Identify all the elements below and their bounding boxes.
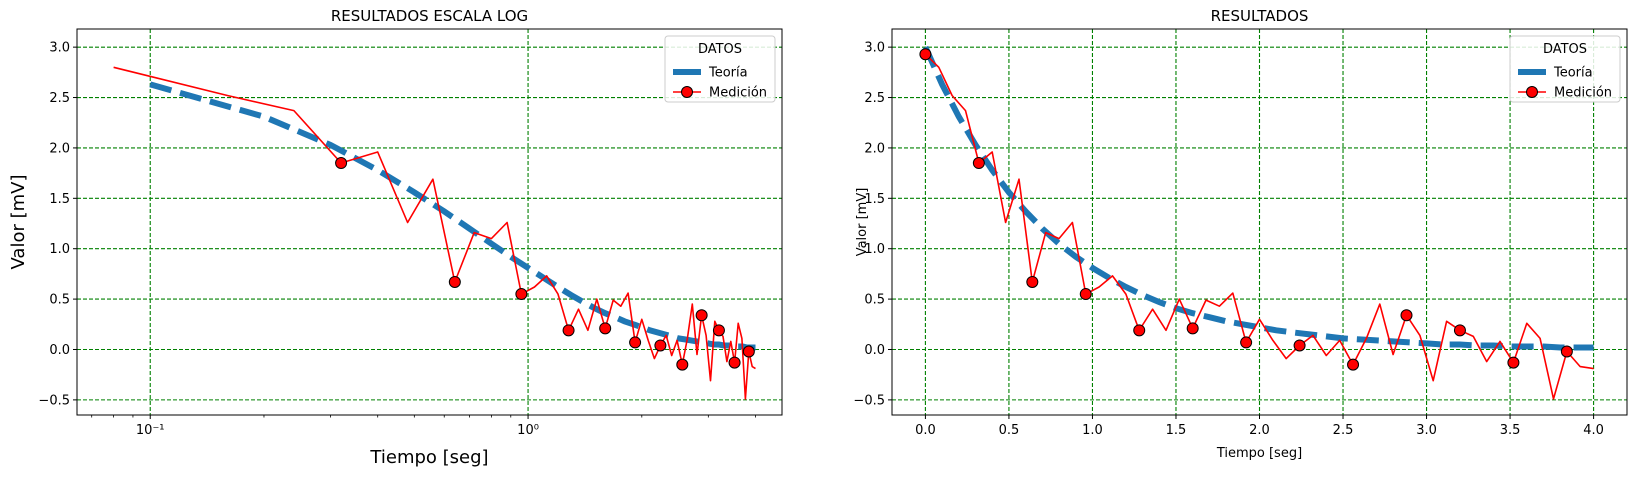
y-tick-label: 0.5 [49,293,70,308]
x-tick-label: 2.5 [1333,423,1354,438]
x-tick-label: 4.0 [1583,423,1604,438]
measurement-point [1507,356,1520,369]
x-axis-label: Tiempo [seg] [1216,446,1302,461]
x-tick-label: 3.5 [1500,423,1521,438]
series-measurement-line [924,53,1594,400]
y-tick-label: −0.5 [38,393,70,408]
measurement-point [1560,345,1573,358]
y-tick-label: 2.5 [49,91,70,106]
measurement-point [1347,358,1360,371]
series-theory-line [922,45,1594,351]
x-tick-label: 10⁻¹ [136,423,165,438]
legend-box [664,35,776,103]
chart-title: RESULTADOS ESCALA LOG [331,7,528,25]
legend-title: DATOS [698,42,742,57]
chart-linear-scale: −0.5 0.0 0.5 1.0 1.5 2.0 2.5 3.0 0.0 0.5 1.0 1.5 2.0… [853,7,1628,461]
y-tick-label: 0.0 [864,343,885,358]
y-tick-label: 1.5 [49,192,70,207]
measurement-point [1400,309,1413,322]
grid [892,29,1627,415]
measurement-point [742,345,755,358]
series-theory-line [149,81,756,351]
y-tick-label: 1.5 [864,192,885,207]
x-axis-label: Tiempo [seg] [369,447,488,468]
measurement-point [972,157,985,170]
legend-theory-label: Teoría [1553,66,1593,81]
legend-measurement-label: Medición [1554,86,1612,101]
y-tick-label: 0.0 [49,343,70,358]
x-tick-label: 3.0 [1416,423,1437,438]
y-tick-label: 2.5 [864,91,885,106]
y-axis-label: Valor [mV] [855,188,870,257]
series-measurement-line [113,66,756,400]
y-axis-label: Valor [mV] [8,175,29,270]
y-tick-label: 2.0 [49,141,70,156]
measurement-point [1133,324,1146,337]
measurement-point [1079,288,1092,301]
measurement-point [712,324,725,337]
legend-measurement-marker [681,86,693,98]
measurement-point [448,275,461,288]
x-tick-label: 1.5 [1166,423,1187,438]
legend-box [1509,35,1621,103]
plot-frame [76,28,783,416]
measurement-point [1026,275,1039,288]
legend: DATOS Teoría Medición [1509,35,1621,103]
x-tick-label: 1.0 [1082,423,1103,438]
y-tick-label: 3.0 [864,41,885,56]
measurement-point [1293,339,1306,352]
measurement-point [515,288,528,301]
measurement-point [728,356,741,369]
y-tick-label: −0.5 [853,393,885,408]
y-tick-label: 0.5 [864,293,885,308]
measurement-point [599,322,612,335]
chart-log-scale: −0.5 0.0 0.5 1.0 1.5 2.0 2.5 3.0 10⁻¹ 10⁰ RESULTAD… [8,7,783,468]
measurement-point [919,48,932,61]
measurement-point [1186,322,1199,335]
measurement-point [335,157,348,170]
legend-measurement-label: Medición [709,86,767,101]
legend-theory-label: Teoría [708,66,748,81]
y-tick-label: 3.0 [49,41,70,56]
measurement-point [676,358,689,371]
legend: DATOS Teoría Medición [664,35,776,103]
x-tick-label: 0.5 [999,423,1020,438]
measurement-point [629,336,642,349]
x-tick-label: 2.0 [1249,423,1270,438]
measurement-point [1453,324,1466,337]
y-tick-label: 2.0 [864,141,885,156]
y-tick-label: 1.0 [864,242,885,257]
x-tick-label: 10⁰ [517,423,539,438]
legend-title: DATOS [1543,42,1587,57]
measurement-point [654,339,667,352]
y-tick-label: 1.0 [49,242,70,257]
measurement-point [562,324,575,337]
measurement-point [1240,336,1253,349]
legend-measurement-marker [1526,86,1538,98]
chart-title: RESULTADOS [1211,7,1309,25]
measurement-point [695,309,708,322]
x-tick-label: 0.0 [915,423,936,438]
